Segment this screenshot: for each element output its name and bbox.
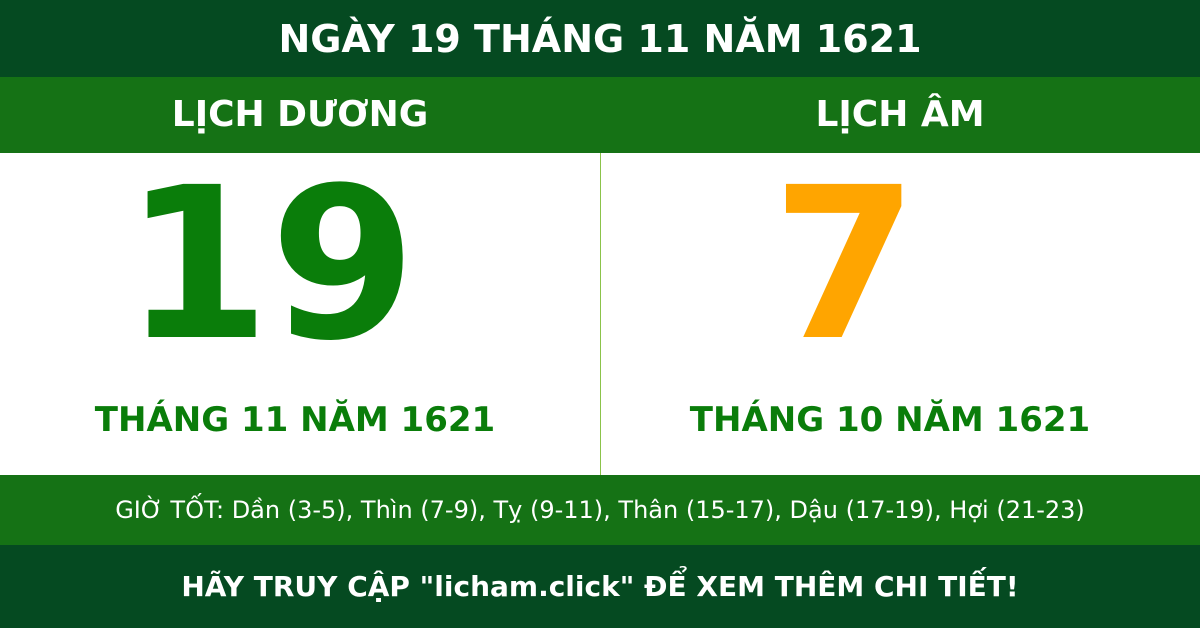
title: NGÀY 19 THÁNG 11 NĂM 1621 [0,0,1200,77]
lunar-day: 7 [771,142,919,387]
good-hours: GIỜ TỐT: Dần (3-5), Thìn (7-9), Tỵ (9-11… [0,475,1200,545]
solar-month-year: THÁNG 11 NĂM 1621 [94,400,496,440]
solar-label: LỊCH DƯƠNG [171,94,429,135]
lunar-month-year: THÁNG 10 NĂM 1621 [689,400,1091,440]
label-bar [0,77,1200,153]
solar-day: 19 [123,142,417,387]
footer: HÃY TRUY CẬP "licham.click" ĐỂ XEM THÊM … [0,545,1200,628]
divider [600,153,601,475]
lunar-label: LỊCH ÂM [815,94,985,135]
